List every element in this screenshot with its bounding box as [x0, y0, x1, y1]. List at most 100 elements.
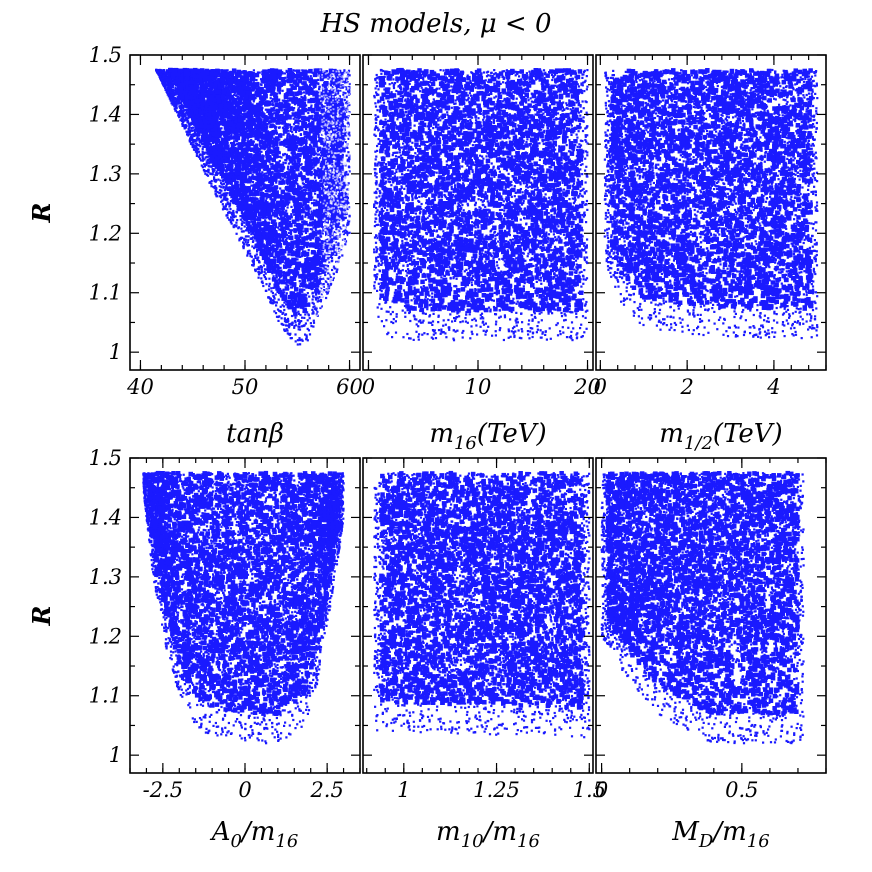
data-point	[298, 337, 300, 339]
data-point	[304, 313, 306, 315]
data-point	[269, 297, 271, 299]
data-point	[293, 214, 295, 216]
data-point	[219, 192, 221, 194]
data-point	[303, 289, 305, 291]
data-point	[236, 219, 238, 221]
data-point	[349, 232, 351, 234]
data-point	[226, 192, 228, 194]
data-point	[309, 317, 311, 319]
data-point	[287, 206, 289, 208]
data-point	[331, 164, 333, 166]
data-point	[210, 185, 212, 187]
data-point	[285, 210, 287, 212]
data-point	[253, 69, 255, 71]
data-point	[310, 322, 312, 324]
data-point	[325, 297, 327, 299]
data-point	[341, 254, 343, 256]
data-point	[344, 243, 346, 245]
data-point	[277, 320, 279, 322]
data-point	[229, 202, 231, 204]
data-point	[273, 275, 275, 277]
data-point	[265, 283, 267, 285]
data-point	[301, 317, 303, 319]
data-point	[232, 210, 234, 212]
data-point	[226, 208, 228, 210]
data-point	[275, 293, 277, 295]
data-point	[247, 244, 249, 246]
data-point	[286, 292, 288, 294]
data-point	[297, 343, 299, 345]
data-point	[224, 189, 226, 191]
data-point	[299, 343, 301, 345]
data-point	[255, 79, 257, 81]
data-point	[308, 249, 310, 251]
data-point	[227, 69, 229, 71]
data-point	[331, 173, 333, 175]
data-point	[272, 98, 274, 100]
data-point	[208, 165, 210, 167]
data-point	[279, 92, 281, 94]
data-point	[278, 299, 280, 301]
data-point	[248, 235, 250, 237]
figure-title: HS models, μ < 0	[319, 9, 551, 39]
data-point	[268, 288, 270, 290]
data-point	[288, 169, 290, 171]
data-point	[310, 75, 312, 77]
data-point	[198, 156, 200, 158]
data-point	[172, 89, 174, 91]
data-point	[217, 179, 219, 181]
data-point	[344, 99, 346, 101]
data-point	[315, 298, 317, 300]
data-point	[222, 203, 224, 205]
data-point	[248, 232, 250, 234]
data-point	[233, 212, 235, 214]
data-point	[270, 287, 272, 289]
data-point	[227, 217, 229, 219]
data-point	[252, 236, 254, 238]
data-point	[265, 172, 267, 174]
data-point	[238, 226, 240, 228]
data-point	[220, 180, 222, 182]
data-point	[308, 329, 310, 331]
data-point	[342, 224, 344, 226]
data-point	[304, 334, 306, 336]
data-point	[240, 228, 242, 230]
data-point	[224, 164, 226, 166]
data-point	[294, 333, 296, 335]
data-point	[291, 229, 293, 231]
data-point	[288, 232, 290, 234]
data-point	[255, 257, 257, 259]
data-point	[221, 200, 223, 202]
data-point	[247, 239, 249, 241]
data-point	[312, 326, 314, 328]
data-point	[286, 330, 288, 332]
data-point	[331, 260, 333, 262]
data-point	[279, 218, 281, 220]
data-point	[235, 215, 237, 217]
data-point	[231, 223, 233, 225]
data-point	[293, 327, 295, 329]
data-point	[268, 285, 270, 287]
data-point	[296, 258, 298, 260]
data-point	[164, 87, 166, 89]
data-point	[295, 131, 297, 133]
data-point	[299, 314, 301, 316]
data-point	[314, 193, 316, 195]
data-point	[273, 302, 275, 304]
data-point	[266, 197, 268, 199]
data-point	[260, 277, 262, 279]
data-point	[314, 177, 316, 179]
data-point	[165, 89, 167, 91]
data-point	[281, 323, 283, 325]
data-point	[287, 318, 289, 320]
data-point	[316, 311, 318, 313]
data-point	[206, 174, 208, 176]
data-point	[275, 304, 277, 306]
data-point	[171, 102, 173, 104]
figure: HS models, μ < 0 11.11.21.31.41.540 50 60t…	[0, 0, 872, 872]
data-point	[330, 276, 332, 278]
data-point	[244, 225, 246, 227]
data-point	[313, 320, 315, 322]
data-point	[288, 325, 290, 327]
